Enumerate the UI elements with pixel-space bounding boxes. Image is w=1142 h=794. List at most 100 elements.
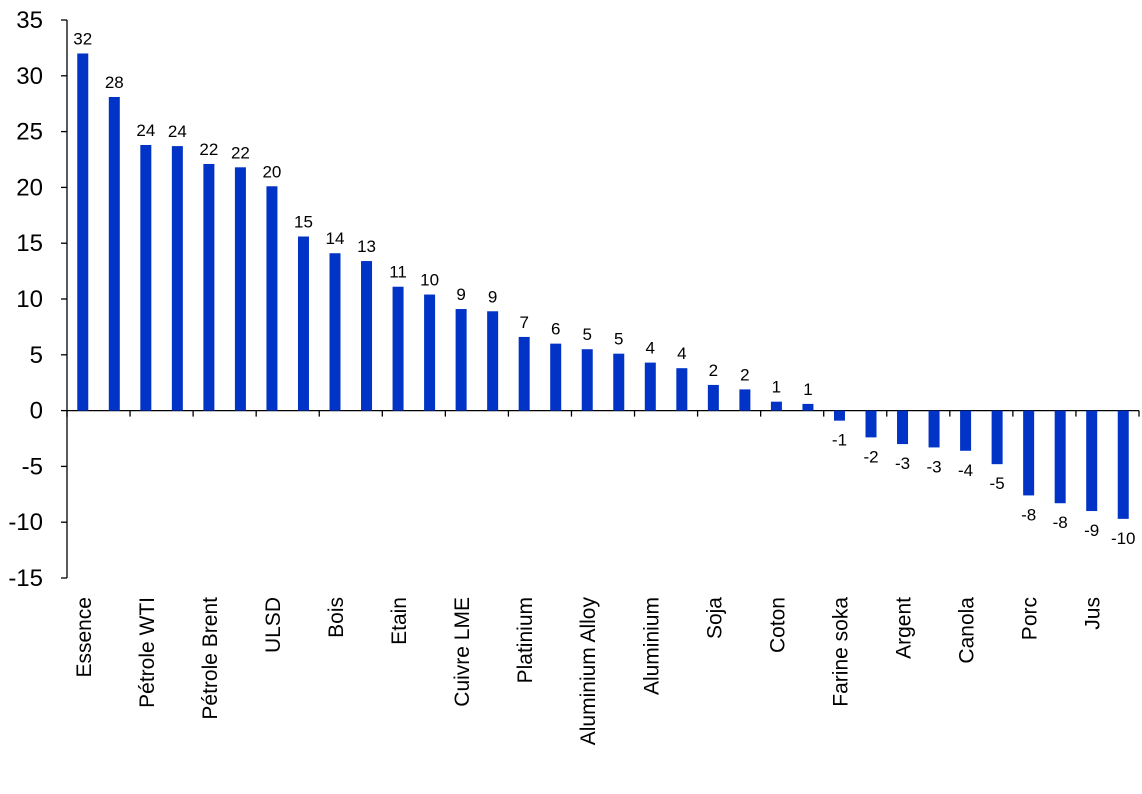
- y-tick-label: 5: [30, 342, 43, 369]
- bar: [1054, 410, 1066, 504]
- bar: [234, 167, 246, 411]
- data-label: 9: [488, 287, 497, 306]
- category-labels: Essence Pétrole WTI Pétrole Brent ULSD Bois E…: [73, 597, 1105, 746]
- bar: [960, 410, 972, 451]
- y-axis: -15 -10 -5 0 5 10 15 20 25 30 35: [8, 7, 68, 592]
- y-tick-label: 0: [30, 398, 43, 425]
- data-label: 4: [646, 339, 655, 358]
- category-label: Etain: [388, 597, 411, 645]
- data-label: 1: [803, 380, 812, 399]
- category-label: Canola: [956, 597, 979, 664]
- bar: [1023, 410, 1035, 496]
- data-label: 7: [519, 313, 528, 332]
- category-label: ULSD: [262, 597, 285, 653]
- bar: [361, 261, 373, 411]
- data-label: 5: [583, 325, 592, 344]
- data-label: -8: [1053, 513, 1068, 532]
- bar: [865, 410, 877, 438]
- bar: [108, 97, 120, 411]
- data-label: -8: [1021, 505, 1036, 524]
- y-tick-label: 35: [16, 7, 43, 34]
- bar: [487, 311, 499, 411]
- y-tick-label: 20: [16, 174, 43, 201]
- data-label: 9: [456, 285, 465, 304]
- data-label: -3: [926, 457, 941, 476]
- data-label: 20: [262, 162, 281, 181]
- bar: [581, 349, 593, 411]
- data-label: 14: [326, 229, 345, 248]
- category-label: Bois: [325, 597, 348, 638]
- bar: [329, 253, 341, 411]
- bar: [518, 336, 530, 411]
- data-label: 13: [357, 237, 376, 256]
- data-label: 1: [772, 378, 781, 397]
- bar: [203, 163, 215, 411]
- y-tick-label: 15: [16, 230, 43, 257]
- data-label: 2: [709, 361, 718, 380]
- category-label: Coton: [766, 597, 789, 653]
- data-label: 22: [199, 140, 218, 159]
- y-tick-label: -10: [8, 509, 43, 536]
- category-label: Jus: [1082, 597, 1105, 630]
- data-label: 2: [740, 365, 749, 384]
- bar: [1117, 410, 1129, 519]
- category-label: Pétrole WTI: [136, 597, 159, 708]
- bar: [644, 362, 656, 411]
- category-label: Cuivre LME: [451, 597, 474, 707]
- data-label: 28: [105, 73, 124, 92]
- data-label: 15: [294, 213, 313, 232]
- data-label: 4: [677, 344, 686, 363]
- bar: [676, 368, 688, 411]
- bar: [424, 294, 436, 411]
- bar: [266, 186, 278, 411]
- y-tick-label: 10: [16, 286, 43, 313]
- bar: [897, 410, 909, 445]
- bar: [991, 410, 1003, 465]
- data-label: 32: [73, 29, 92, 48]
- data-label: -5: [990, 474, 1005, 493]
- y-tick-label: 30: [16, 63, 43, 90]
- data-label: -1: [832, 431, 847, 450]
- data-label: -9: [1084, 521, 1099, 540]
- category-label: Aluminium Alloy: [577, 597, 600, 746]
- category-label: Soja: [703, 597, 726, 639]
- bar: [392, 286, 404, 411]
- data-label: 22: [231, 143, 250, 162]
- data-label: -10: [1111, 529, 1136, 548]
- data-label: 10: [420, 271, 439, 290]
- bar: [297, 236, 309, 411]
- data-label: 6: [551, 320, 560, 339]
- category-label: Essence: [73, 597, 96, 678]
- bar: [833, 410, 845, 421]
- bars: [77, 53, 1129, 519]
- category-label: Pétrole Brent: [199, 597, 222, 720]
- bar: [802, 403, 814, 411]
- bar: [1086, 410, 1098, 512]
- data-label: -2: [863, 447, 878, 466]
- bar: [739, 389, 751, 411]
- data-label: -3: [895, 454, 910, 473]
- bar: [770, 401, 782, 411]
- bar: [613, 353, 625, 411]
- data-label: 5: [614, 330, 623, 349]
- bar: [928, 410, 940, 448]
- data-label: 11: [389, 263, 407, 282]
- data-label: 24: [168, 122, 187, 141]
- category-label: Farine soka: [829, 597, 852, 707]
- category-label: Platinium: [514, 597, 537, 683]
- bar: [140, 144, 152, 411]
- data-label: 24: [136, 121, 155, 140]
- category-label: Aluminium: [640, 597, 663, 695]
- data-label: -4: [958, 461, 973, 480]
- category-label: Argent: [893, 597, 916, 659]
- bar: [77, 53, 89, 411]
- category-label: Porc: [1019, 597, 1042, 640]
- y-tick-label: -15: [8, 565, 43, 592]
- bar: [455, 309, 467, 411]
- bar: [707, 384, 719, 411]
- y-tick-label: -5: [22, 453, 43, 480]
- y-tick-label: 25: [16, 119, 43, 146]
